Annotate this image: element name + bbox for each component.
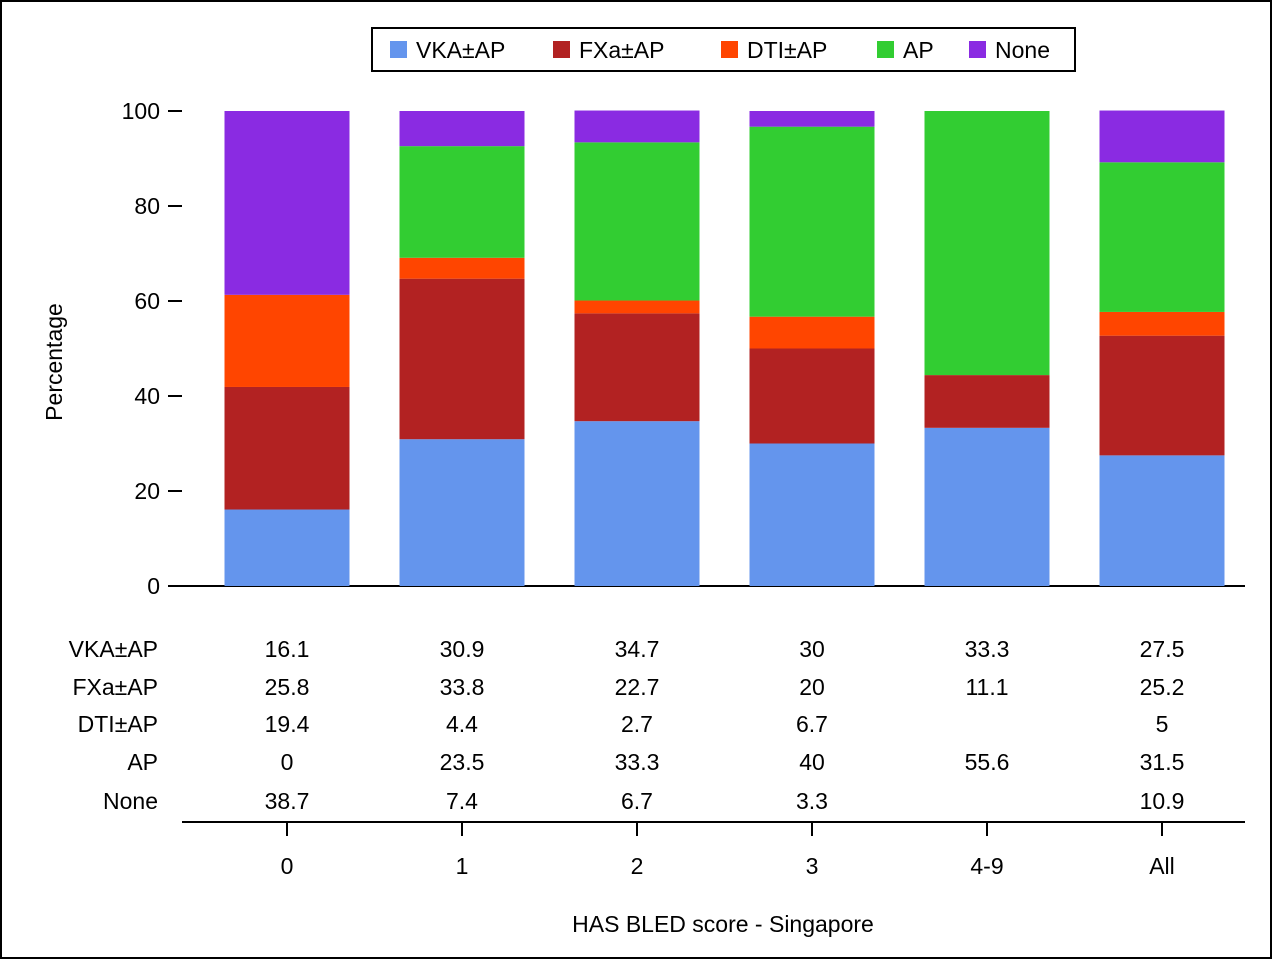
table-cell: 34.7 [615, 636, 660, 662]
table-cell: 23.5 [440, 749, 485, 775]
table-cell: 6.7 [621, 788, 653, 814]
bar-segment [399, 439, 525, 586]
x-tick-label: 3 [806, 853, 819, 879]
table-row-label: DTI±AP [78, 711, 158, 737]
bar-segment [1099, 162, 1225, 312]
table-cell: 25.2 [1140, 674, 1185, 700]
legend: VKA±AP FXa±AP DTI±AP AP None [371, 27, 1076, 72]
bar-segment [1099, 311, 1225, 336]
y-tick-label: 0 [147, 573, 160, 599]
table-row-label: None [103, 788, 158, 814]
bar-segment [749, 443, 875, 586]
y-tick-label: 60 [134, 288, 160, 314]
bar-segment [924, 375, 1050, 428]
bar-segment [574, 142, 700, 301]
x-tick-label: 1 [456, 853, 469, 879]
legend-swatch [390, 41, 407, 58]
table-cell: 22.7 [615, 674, 660, 700]
legend-swatch [969, 41, 986, 58]
table-cell: 19.4 [265, 711, 310, 737]
legend-label: VKA±AP [416, 37, 505, 63]
table-cell: 40 [799, 749, 825, 775]
y-axis: 0 20 40 60 80 100 [122, 98, 1245, 599]
bar-segment [1099, 455, 1225, 586]
legend-label: None [995, 37, 1050, 63]
bar-segment [924, 427, 1050, 586]
legend-label: DTI±AP [747, 37, 827, 63]
table-cell: 2.7 [621, 711, 653, 737]
bar-segment [224, 111, 350, 295]
table-row-label: FXa±AP [73, 674, 159, 700]
table-cell: 55.6 [965, 749, 1010, 775]
y-tick-label: 100 [122, 98, 160, 124]
legend-swatch [553, 41, 570, 58]
legend-swatch [877, 41, 894, 58]
y-tick-label: 40 [134, 383, 160, 409]
bar-segment [574, 313, 700, 422]
legend-label: AP [903, 37, 934, 63]
table-cell: 11.1 [965, 674, 1008, 700]
table-cell: 31.5 [1140, 749, 1185, 775]
table-cell: 16.1 [265, 636, 310, 662]
table-cell: 10.9 [1140, 788, 1185, 814]
bar-segment [399, 146, 525, 258]
table-cell: 6.7 [796, 711, 828, 737]
bar-segment [399, 111, 525, 147]
bar-segment [224, 386, 350, 510]
table-cell: 30.9 [440, 636, 485, 662]
bar-segment [1099, 335, 1225, 456]
y-tick-label: 80 [134, 193, 160, 219]
table-cell: 7.4 [446, 788, 478, 814]
bar-segment [924, 111, 1050, 376]
bar-segment [224, 509, 350, 586]
table-cell: 33.8 [440, 674, 485, 700]
x-tick-label: 4-9 [970, 853, 1003, 879]
table-row-label: AP [127, 749, 158, 775]
bar-segment [1099, 110, 1225, 163]
bar-segment [574, 300, 700, 314]
bars [224, 110, 1225, 586]
table-cell: 33.3 [615, 749, 660, 775]
data-table: VKA±AP 16.1 30.9 34.7 30 33.3 27.5 FXa±AP 25.8 33… [69, 636, 1185, 814]
table-cell: 27.5 [1140, 636, 1185, 662]
x-tick-label: 0 [281, 853, 294, 879]
legend-swatch [721, 41, 738, 58]
table-cell: 0 [281, 749, 294, 775]
table-cell: 38.7 [265, 788, 310, 814]
bar-segment [224, 294, 350, 387]
table-cell: 4.4 [446, 711, 478, 737]
x-axis-label: HAS BLED score - Singapore [572, 911, 874, 937]
table-cell: 30 [799, 636, 825, 662]
table-cell: 33.3 [965, 636, 1010, 662]
table-cell: 3.3 [796, 788, 828, 814]
bar-segment [749, 126, 875, 317]
bar-segment [749, 316, 875, 349]
x-tick-label: 2 [631, 853, 644, 879]
table-cell: 20 [799, 674, 825, 700]
x-tick-label: All [1149, 853, 1175, 879]
bar-segment [749, 348, 875, 444]
legend-label: FXa±AP [579, 37, 665, 63]
bar-segment [574, 421, 700, 586]
bar-segment [399, 278, 525, 440]
y-tick-label: 20 [134, 478, 160, 504]
bar-segment [749, 111, 875, 127]
table-row-label: VKA±AP [69, 636, 158, 662]
table-cell: 25.8 [265, 674, 310, 700]
x-axis: 0 1 2 3 4-9 All [182, 821, 1245, 879]
bar-segment [574, 110, 700, 143]
y-axis-label: Percentage [41, 303, 67, 421]
table-cell: 5 [1156, 711, 1169, 737]
bar-segment [399, 257, 525, 279]
